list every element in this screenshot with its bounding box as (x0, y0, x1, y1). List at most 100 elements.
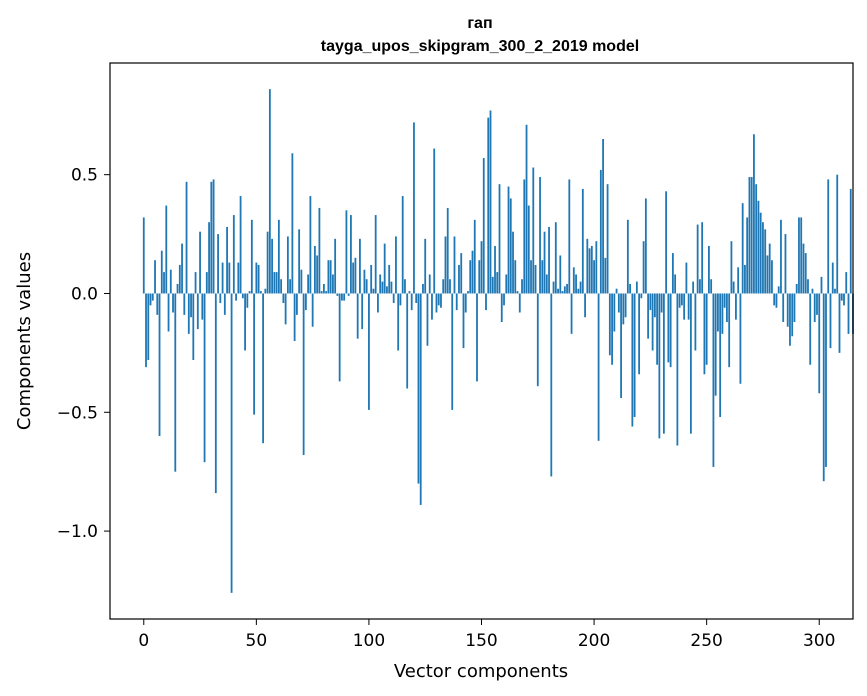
x-axis-ticks: 0 50 100 150 200 250 300 (138, 619, 835, 651)
bar-20 (187, 293, 190, 334)
bar-116 (404, 279, 406, 294)
bar-59 (275, 272, 278, 294)
bar-261 (730, 241, 733, 294)
bar-304 (827, 179, 830, 294)
bar-205 (604, 257, 607, 294)
bar-53 (262, 293, 264, 444)
bar-130 (435, 293, 438, 313)
bar-140 (458, 264, 460, 294)
bar-282 (777, 286, 780, 294)
bar-246 (696, 224, 699, 294)
bar-139 (455, 293, 458, 311)
bar-14 (174, 293, 177, 472)
bar-99 (365, 279, 368, 294)
bar-169 (523, 179, 526, 294)
bar-52 (259, 291, 262, 294)
bar-200 (593, 260, 595, 294)
bar-298 (813, 293, 816, 322)
bar-175 (536, 293, 539, 387)
bar-131 (437, 293, 440, 306)
bar-24 (196, 293, 199, 330)
bar-242 (687, 293, 690, 320)
bar-255 (717, 293, 719, 332)
bar-104 (377, 293, 379, 313)
bar-35 (221, 262, 224, 294)
bar-82 (327, 260, 330, 294)
bar-311 (843, 293, 845, 306)
bar-137 (451, 293, 454, 410)
bar-100 (368, 293, 370, 410)
bar-series (142, 89, 854, 593)
bar-252 (710, 279, 713, 294)
bar-256 (719, 293, 722, 418)
bar-176 (539, 177, 541, 294)
bar-271 (753, 134, 755, 294)
bar-310 (840, 293, 843, 301)
bar-163 (509, 198, 512, 294)
y-axis-ticks: −1.0 −0.5 0.0 0.5 (57, 166, 110, 542)
bar-42 (237, 262, 240, 294)
bar-60 (277, 219, 280, 294)
bar-164 (512, 231, 514, 294)
bar-280 (773, 293, 776, 306)
bar-33 (217, 234, 219, 294)
bar-197 (586, 238, 589, 294)
bar-1 (145, 293, 147, 368)
bar-56 (268, 89, 271, 294)
bar-283 (780, 219, 782, 294)
bar-73 (307, 274, 310, 294)
bar-12 (169, 269, 172, 294)
bar-218 (633, 293, 636, 418)
bar-196 (584, 293, 586, 318)
bar-229 (658, 293, 661, 439)
bar-105 (379, 274, 382, 294)
bar-125 (424, 238, 427, 294)
bar-281 (775, 293, 778, 308)
bar-66 (291, 153, 294, 294)
bar-209 (613, 293, 616, 332)
bar-98 (363, 269, 366, 294)
bar-46 (246, 293, 249, 308)
bar-250 (705, 293, 708, 365)
bar-203 (599, 169, 602, 294)
bar-171 (527, 205, 530, 294)
bar-11 (167, 293, 170, 332)
bar-211 (617, 293, 620, 313)
bar-306 (831, 262, 834, 294)
bar-202 (597, 293, 600, 441)
bar-155 (491, 276, 494, 294)
bar-90 (345, 210, 348, 294)
bar-182 (552, 281, 555, 294)
bar-264 (737, 267, 740, 294)
bar-186 (561, 291, 564, 294)
bar-126 (426, 293, 429, 346)
bar-177 (541, 260, 544, 294)
bar-239 (680, 293, 683, 306)
bar-21 (190, 293, 192, 318)
bar-85 (334, 238, 337, 294)
bar-153 (487, 117, 490, 294)
bar-267 (744, 264, 746, 294)
x-tick-label: 50 (246, 631, 268, 651)
bar-58 (273, 272, 276, 294)
bar-77 (316, 255, 319, 294)
bar-222 (642, 241, 645, 294)
bar-113 (397, 293, 400, 351)
bar-193 (577, 288, 580, 294)
bar-9 (163, 272, 165, 294)
bar-83 (329, 260, 332, 294)
bar-232 (665, 191, 668, 294)
bar-173 (532, 167, 535, 294)
bar-43 (239, 196, 242, 294)
bar-214 (624, 293, 627, 318)
bar-96 (359, 238, 361, 294)
bar-312 (845, 272, 848, 294)
bar-268 (746, 217, 749, 294)
x-tick-label: 0 (138, 631, 149, 651)
bar-2 (147, 293, 150, 361)
bar-289 (793, 293, 796, 322)
bar-92 (350, 215, 352, 294)
bar-215 (626, 219, 629, 294)
bar-187 (563, 286, 566, 294)
bar-300 (818, 293, 821, 394)
